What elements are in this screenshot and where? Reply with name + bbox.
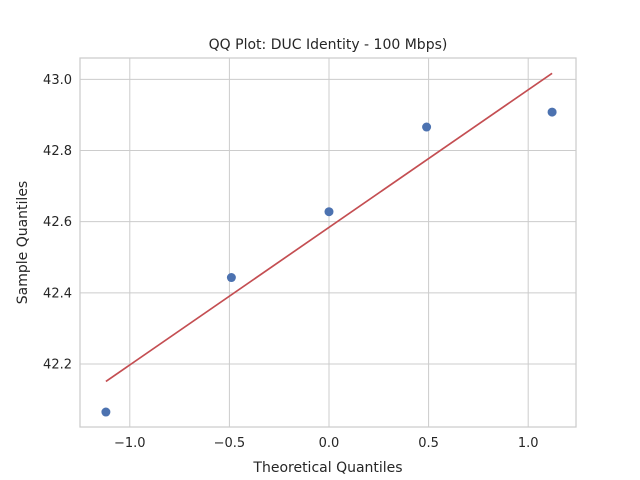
y-tick-label: 42.8 xyxy=(43,144,72,159)
data-point xyxy=(324,207,334,217)
plot-marks xyxy=(101,72,557,417)
y-tick-label: 42.6 xyxy=(43,215,72,230)
x-tick-label: 0.0 xyxy=(319,436,340,451)
y-tick-label: 42.4 xyxy=(43,286,72,301)
data-point xyxy=(101,407,111,417)
data-point xyxy=(226,273,236,283)
y-tick-label: 43.0 xyxy=(43,73,72,88)
x-tick-label: −1.0 xyxy=(114,436,146,451)
plot-frame xyxy=(79,57,577,428)
chart-title: QQ Plot: DUC Identity - 100 Mbps) xyxy=(209,37,448,53)
tick-labels: −1.0 −0.5 0.0 0.5 1.0 42.2 42.4 42.6 42.8 43.0 xyxy=(43,73,538,451)
x-tick-label: −0.5 xyxy=(214,436,246,451)
grid xyxy=(80,58,576,427)
reference-line xyxy=(105,72,553,383)
data-point xyxy=(422,122,432,132)
x-tick-label: 0.5 xyxy=(418,436,439,451)
x-axis-label: Theoretical Quantiles xyxy=(252,460,402,476)
x-tick-label: 1.0 xyxy=(518,436,539,451)
y-tick-label: 42.2 xyxy=(43,358,72,373)
data-point xyxy=(547,107,557,117)
y-axis-label: Sample Quantiles xyxy=(15,181,31,304)
